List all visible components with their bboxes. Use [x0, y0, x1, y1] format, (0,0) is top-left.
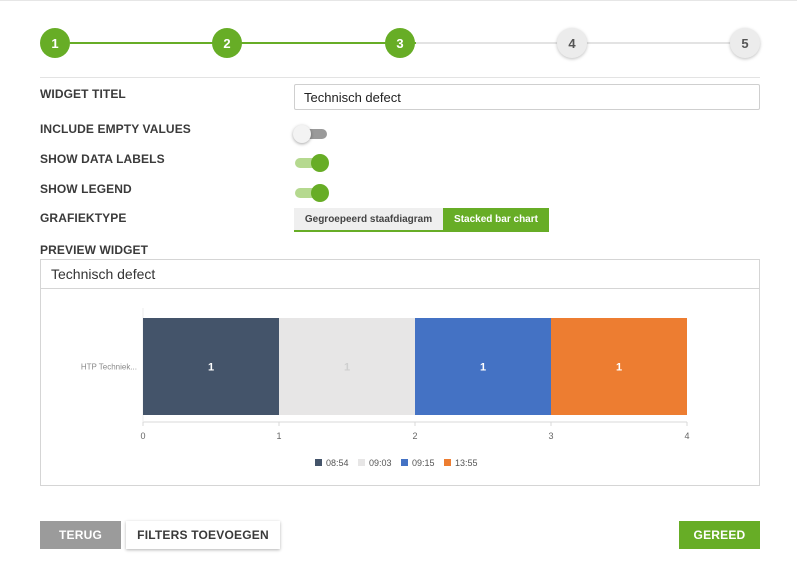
widget-title-label: WIDGET TITEL — [40, 87, 126, 101]
data-label: 1 — [480, 362, 486, 374]
chart-type-selector: Gegroepeerd staafdiagram Stacked bar cha… — [294, 208, 549, 232]
wizard-stepper: 1 2 3 4 5 — [40, 28, 760, 60]
toggle-knob — [311, 154, 329, 172]
preview-widget-label: PREVIEW WIDGET — [40, 243, 149, 257]
top-divider — [0, 0, 797, 1]
step-4[interactable]: 4 — [557, 28, 587, 58]
bar-segment-1355 — [551, 318, 687, 415]
x-tick-label: 1 — [276, 431, 281, 441]
x-tick-label: 4 — [684, 431, 689, 441]
show-data-labels-toggle[interactable] — [293, 153, 329, 173]
add-filters-button[interactable]: FILTERS TOEVOEGEN — [126, 521, 280, 549]
step-5[interactable]: 5 — [730, 28, 760, 58]
chart-type-label: GRAFIEKTYPE — [40, 211, 127, 225]
show-legend-toggle[interactable] — [293, 183, 329, 203]
preview-widget: Technisch defect HTP Techniek... 1 1 1 1 0 1 2 3… — [40, 259, 760, 486]
legend-label: 08:54 — [326, 458, 349, 468]
section-divider — [40, 77, 760, 78]
back-button[interactable]: TERUG — [40, 521, 121, 549]
bar-segment-0854 — [143, 318, 279, 415]
legend-swatch — [358, 459, 365, 466]
toggle-knob — [293, 125, 311, 143]
include-empty-values-label: INCLUDE EMPTY VALUES — [40, 122, 191, 136]
category-label: HTP Techniek... — [81, 363, 137, 372]
widget-title-input[interactable] — [294, 84, 760, 110]
data-label: 1 — [208, 362, 214, 374]
stacked-bar-chart: HTP Techniek... 1 1 1 1 0 1 2 3 4 08:54 09:03 09:15 1… — [81, 308, 690, 468]
stepper-progress-line — [70, 42, 416, 44]
preview-title: Technisch defect — [41, 260, 759, 289]
legend-swatch — [401, 459, 408, 466]
legend-label: 09:03 — [369, 458, 392, 468]
x-tick-label: 0 — [140, 431, 145, 441]
step-3[interactable]: 3 — [385, 28, 415, 58]
data-label: 1 — [344, 362, 350, 374]
toggle-knob — [311, 184, 329, 202]
x-tick-label: 2 — [412, 431, 417, 441]
legend-swatch — [315, 459, 322, 466]
step-1[interactable]: 1 — [40, 28, 70, 58]
chart-type-grouped-button[interactable]: Gegroepeerd staafdiagram — [294, 208, 443, 230]
x-tick-label: 3 — [548, 431, 553, 441]
show-data-labels-label: SHOW DATA LABELS — [40, 152, 165, 166]
data-label: 1 — [616, 362, 622, 374]
bar-segment-0903 — [279, 318, 415, 415]
bar-segment-0915 — [415, 318, 551, 415]
legend-label: 13:55 — [455, 458, 478, 468]
done-button[interactable]: GEREED — [679, 521, 760, 549]
show-legend-label: SHOW LEGEND — [40, 182, 132, 196]
step-2[interactable]: 2 — [212, 28, 242, 58]
toggle-track — [295, 129, 327, 139]
include-empty-values-toggle[interactable] — [293, 124, 329, 144]
legend-swatch — [444, 459, 451, 466]
chart-type-stacked-button[interactable]: Stacked bar chart — [443, 208, 549, 230]
legend-label: 09:15 — [412, 458, 435, 468]
